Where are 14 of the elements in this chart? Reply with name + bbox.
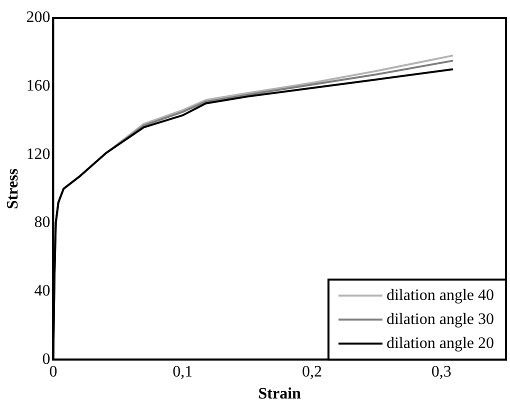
- y-tick-label: 40: [34, 282, 50, 300]
- y-tick-label: 80: [34, 214, 50, 232]
- y-axis-title: Stress: [4, 168, 22, 210]
- y-tick-label: 120: [26, 146, 50, 163]
- y-tick-label: 160: [26, 78, 50, 95]
- y-tick-label: 200: [26, 9, 50, 26]
- x-tick-label: 0,3: [431, 363, 452, 380]
- x-axis-title: Strain: [258, 386, 302, 403]
- legend-label: dilation angle 40: [386, 286, 494, 304]
- y-tick-label: 0: [42, 350, 50, 368]
- legend-label: dilation angle 20: [386, 334, 494, 352]
- x-tick-label: 0,1: [172, 363, 193, 380]
- legend-label: dilation angle 30: [386, 310, 494, 328]
- x-tick-label: 0,2: [302, 363, 322, 380]
